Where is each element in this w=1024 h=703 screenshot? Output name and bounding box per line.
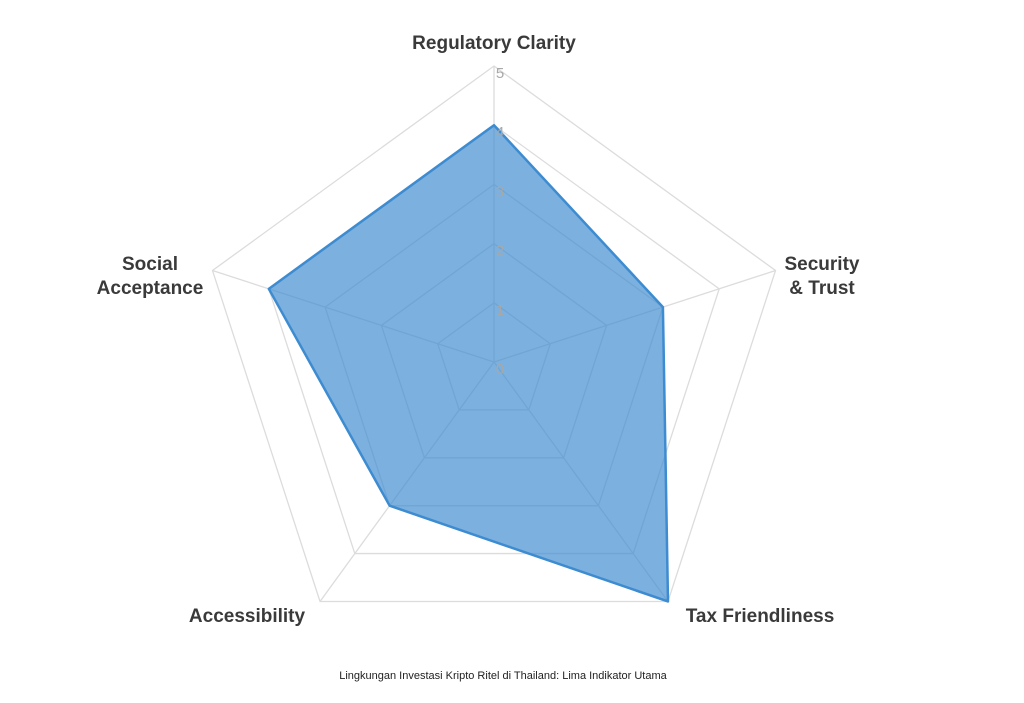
category-line: Regulatory Clarity	[412, 33, 576, 54]
r-tick-label: 2	[496, 243, 504, 260]
category-line: Acceptance	[97, 278, 204, 299]
grid-ring	[211, 65, 777, 603]
r-tick-label: 5	[496, 65, 504, 82]
category-label: Tax Friendliness	[686, 606, 835, 627]
category-label: Accessibility	[189, 606, 306, 627]
category-label: Regulatory Clarity	[412, 33, 576, 54]
category-label: Security & Trust	[785, 254, 860, 299]
r-tick-label: 4	[496, 124, 504, 141]
category-line: Accessibility	[189, 606, 306, 627]
chart-caption: Lingkungan Investasi Kripto Ritel di Tha…	[339, 670, 667, 682]
r-tick-label: 3	[496, 183, 504, 200]
category-line: Social	[122, 254, 178, 275]
data-area	[267, 123, 670, 603]
category-line: Tax Friendliness	[686, 606, 835, 627]
category-label: Social Acceptance	[97, 254, 204, 299]
category-line: Security	[785, 254, 860, 275]
r-tick-label: 0	[496, 361, 504, 378]
r-tick-label: 1	[496, 302, 504, 319]
category-line: & Trust	[789, 278, 855, 299]
